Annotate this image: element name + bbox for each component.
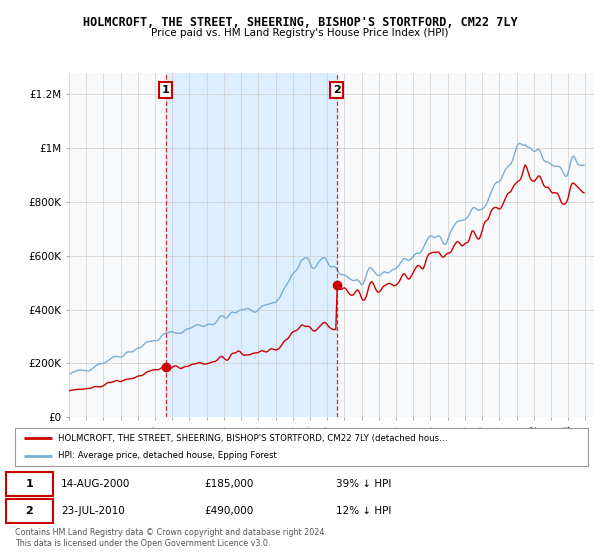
Text: HOLMCROFT, THE STREET, SHEERING, BISHOP'S STORTFORD, CM22 7LY: HOLMCROFT, THE STREET, SHEERING, BISHOP'… [83,16,517,29]
Bar [166,73,337,417]
Text: 23-JUL-2010: 23-JUL-2010 [61,506,125,516]
Text: 1: 1 [25,479,33,489]
Text: Price paid vs. HM Land Registry's House Price Index (HPI): Price paid vs. HM Land Registry's House … [151,28,449,38]
Text: HPI: Average price, detached house, Epping Forest: HPI: Average price, detached house, Eppi… [58,451,277,460]
FancyBboxPatch shape [6,472,53,496]
Text: 1: 1 [162,85,170,95]
FancyBboxPatch shape [6,499,53,523]
Text: 2: 2 [333,85,341,95]
Text: £185,000: £185,000 [204,479,253,489]
Text: £490,000: £490,000 [204,506,253,516]
Text: 2: 2 [25,506,33,516]
Text: 14-AUG-2000: 14-AUG-2000 [61,479,130,489]
Text: 39% ↓ HPI: 39% ↓ HPI [336,479,391,489]
Text: Contains HM Land Registry data © Crown copyright and database right 2024.
This d: Contains HM Land Registry data © Crown c… [15,528,327,548]
Text: 12% ↓ HPI: 12% ↓ HPI [336,506,391,516]
Text: HOLMCROFT, THE STREET, SHEERING, BISHOP'S STORTFORD, CM22 7LY (detached hous…: HOLMCROFT, THE STREET, SHEERING, BISHOP'… [58,433,448,442]
